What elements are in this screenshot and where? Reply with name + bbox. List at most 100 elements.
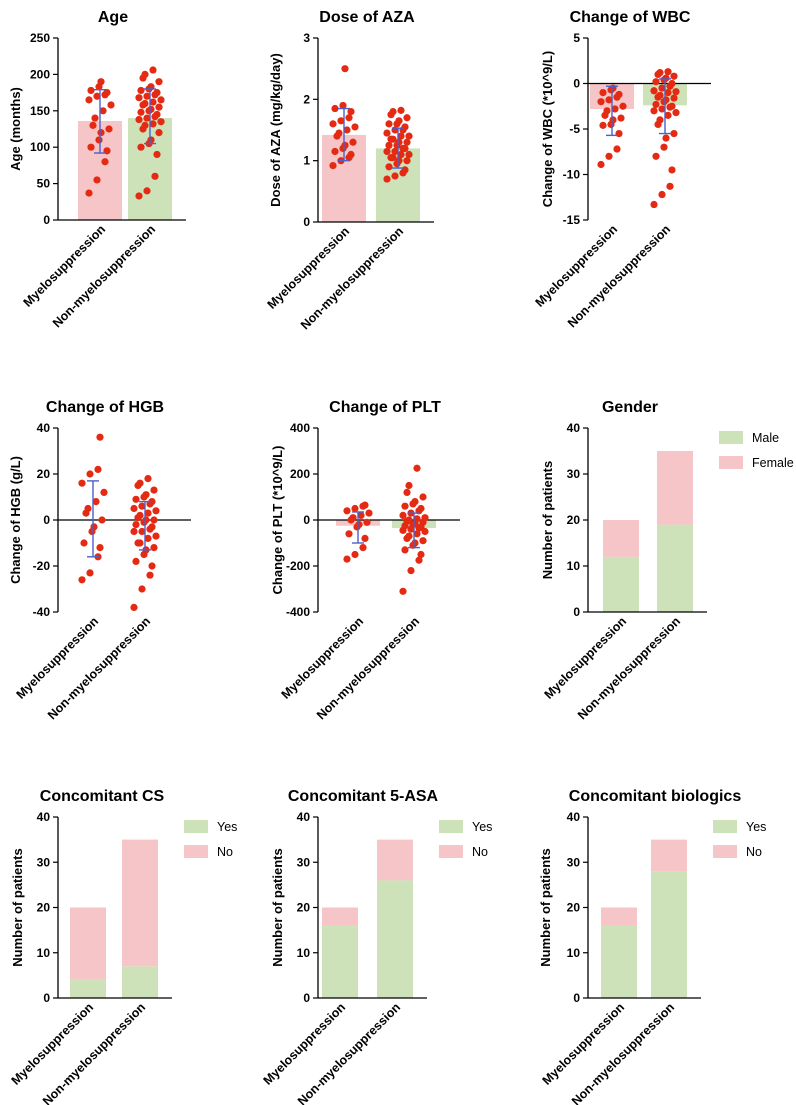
data-point	[385, 163, 393, 171]
legend-swatch-no	[439, 845, 463, 858]
chart-title: Concomitant CS	[40, 788, 165, 805]
data-point	[343, 126, 351, 134]
data-point	[94, 465, 102, 473]
data-point	[345, 530, 353, 538]
y-tick-label: 20	[297, 901, 311, 915]
data-point	[413, 515, 421, 523]
y-axis-label: Dose of AZA (mg/kg/day)	[268, 53, 283, 207]
data-point	[347, 108, 355, 116]
data-point	[603, 107, 611, 115]
stacked-bar-no-2	[651, 839, 687, 872]
data-point	[84, 504, 92, 513]
data-point	[656, 68, 664, 77]
data-point	[138, 527, 146, 536]
legend-label-yes: Yes	[217, 820, 237, 834]
data-point	[405, 516, 413, 524]
legend-swatch-yes	[713, 820, 737, 833]
chart-title: Change of HGB	[46, 399, 164, 416]
legend-swatch-female	[719, 456, 743, 469]
data-point	[403, 138, 411, 146]
data-point	[650, 107, 658, 115]
data-point	[405, 532, 413, 540]
data-point	[80, 539, 88, 547]
y-tick-label: 200	[290, 467, 310, 481]
y-tick-label: 20	[567, 901, 581, 915]
data-point	[383, 175, 391, 183]
y-tick-label: 0	[573, 77, 580, 91]
data-point	[93, 92, 101, 100]
data-point	[345, 114, 353, 122]
category-label: Non-myelosuppression	[569, 1000, 677, 1105]
y-axis-label: Number of patients	[538, 848, 553, 966]
category-label: Non-myelosuppression	[50, 222, 158, 330]
data-point	[155, 103, 163, 111]
data-point	[148, 523, 156, 531]
data-point	[660, 143, 668, 151]
data-point	[148, 498, 156, 506]
data-point	[147, 105, 155, 113]
y-tick-label: 0	[303, 991, 310, 1005]
data-point	[617, 114, 625, 122]
data-point	[611, 105, 619, 113]
data-point	[419, 493, 427, 501]
data-point	[401, 546, 409, 554]
chart-title: Concomitant biologics	[569, 788, 742, 805]
data-point	[413, 464, 421, 472]
legend-label-no: No	[746, 845, 762, 859]
chart-panel-8: Concomitant 5-ASA Number of patients Yes No…	[261, 788, 493, 1105]
category-label: Non-myelosuppression	[565, 222, 673, 330]
y-tick-label: -40	[33, 605, 51, 619]
stacked-bar-female-1	[603, 520, 639, 557]
data-point	[157, 118, 165, 126]
data-point	[351, 123, 359, 131]
data-point	[86, 470, 94, 478]
data-point	[85, 189, 93, 197]
data-point	[341, 65, 349, 73]
data-point	[670, 94, 678, 102]
category-label: Non-myelosuppression	[298, 224, 406, 332]
category-label: Myelosuppression	[21, 222, 109, 310]
data-point	[343, 507, 351, 515]
stacked-bar-yes-1	[601, 925, 637, 998]
y-tick-label: 10	[567, 559, 581, 573]
data-point	[98, 516, 106, 524]
data-point	[385, 120, 393, 128]
data-point	[135, 192, 143, 200]
data-point	[137, 143, 145, 151]
data-point	[401, 123, 409, 131]
data-point	[662, 74, 670, 82]
data-point	[615, 90, 623, 99]
stacked-bar-male-2	[657, 524, 693, 612]
stacked-bar-yes-1	[322, 925, 358, 998]
data-point	[361, 501, 369, 509]
y-tick-label: 0	[573, 605, 580, 619]
legend-swatch-yes	[439, 820, 463, 833]
data-point	[101, 158, 109, 166]
data-point	[143, 187, 151, 195]
data-point	[662, 96, 670, 104]
data-point	[335, 129, 343, 137]
data-point	[97, 129, 105, 137]
data-point	[389, 108, 397, 116]
legend-label-female: Female	[752, 456, 794, 470]
data-point	[397, 106, 405, 114]
stacked-bar-yes-2	[651, 871, 687, 998]
y-tick-label: 40	[37, 810, 51, 824]
y-tick-label: 250	[30, 31, 50, 45]
data-point	[331, 104, 339, 113]
data-point	[355, 521, 363, 529]
data-point	[605, 152, 613, 160]
data-point	[150, 516, 158, 524]
data-point	[391, 172, 399, 180]
data-point	[157, 96, 165, 104]
data-point	[96, 433, 104, 441]
data-point	[357, 511, 365, 519]
y-axis-label: Age (months)	[8, 87, 23, 171]
data-point	[141, 121, 149, 129]
data-point	[391, 147, 399, 156]
stacked-bar-yes-2	[377, 880, 413, 998]
y-axis-label: Number of patients	[10, 848, 25, 966]
data-point	[89, 121, 97, 129]
data-point	[351, 550, 359, 559]
y-axis-label: Number of patients	[270, 848, 285, 966]
